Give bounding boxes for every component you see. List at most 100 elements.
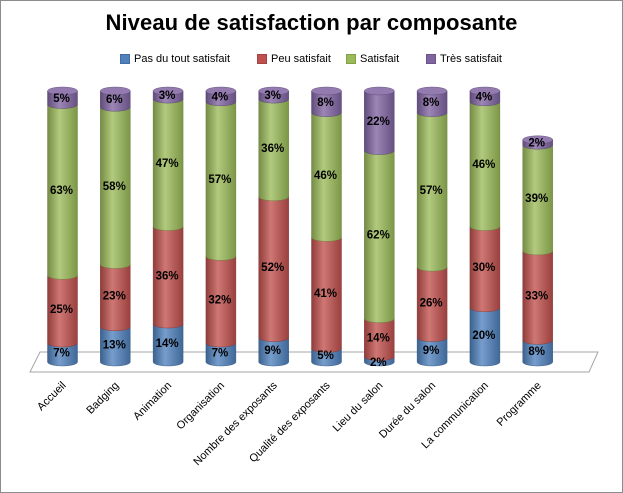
data-label-accueil-tres-satisfait: 5%	[53, 93, 70, 105]
bar-qualite-des-exposants: 5% 41% 46% 8%	[311, 86, 342, 367]
data-label-nombre-des-exposants-tres-satisfait: 3%	[264, 90, 281, 102]
bar-top-qualite-des-exposants	[311, 86, 342, 96]
bar-segment-qualite-des-exposants-peu-satisfait	[311, 237, 342, 353]
bar-nombre-des-exposants: 9% 52% 36% 3%	[258, 86, 289, 367]
data-label-animation-satisfait: 47%	[156, 158, 179, 170]
data-label-badging-pas-du-tout-satisfait: 13%	[103, 339, 126, 351]
data-label-organisation-satisfait: 57%	[208, 174, 231, 186]
bar-top-organisation	[205, 86, 237, 96]
data-label-la-communication-peu-satisfait: 30%	[472, 262, 495, 274]
bar-segment-nombre-des-exposants-peu-satisfait	[258, 196, 289, 342]
data-label-la-communication-tres-satisfait: 4%	[476, 91, 493, 103]
data-label-duree-du-salon-satisfait: 57%	[420, 185, 443, 197]
bar-segment-organisation-pas-du-tout-satisfait	[205, 342, 237, 367]
category-label-lieu-du-salon: Lieu du salon	[331, 380, 386, 435]
data-label-duree-du-salon-tres-satisfait: 8%	[423, 97, 440, 109]
bar-segment-badging-peu-satisfait	[100, 264, 131, 331]
data-label-la-communication-pas-du-tout-satisfait: 20%	[472, 330, 495, 342]
legend-swatch-pas-du-tout-satisfait	[120, 54, 130, 64]
bar-segment-duree-du-salon-satisfait	[416, 112, 448, 272]
bar-segment-badging-satisfait	[100, 107, 131, 269]
legend-label-peu-satisfait: Peu satisfait	[271, 53, 331, 65]
bar-top-programme	[522, 135, 553, 144]
data-label-badging-satisfait: 58%	[103, 181, 126, 193]
data-label-organisation-peu-satisfait: 32%	[208, 295, 231, 307]
bar-segment-organisation-peu-satisfait	[205, 256, 237, 348]
bar-segment-badging-tres-satisfait	[100, 90, 131, 112]
bar-organisation: 7% 32% 57% 4%	[205, 86, 237, 367]
bar-segment-animation-pas-du-tout-satisfait	[152, 323, 184, 367]
bar-segment-accueil-pas-du-tout-satisfait	[47, 342, 78, 367]
category-label-accueil: Accueil	[35, 380, 69, 414]
bar-segment-animation-satisfait	[152, 98, 184, 231]
category-label-badging: Badging	[84, 380, 121, 417]
legend-item-tres-satisfait: Très satisfait	[426, 53, 502, 65]
bar-segment-qualite-des-exposants-tres-satisfait	[311, 90, 342, 117]
legend-swatch-satisfait	[346, 54, 356, 64]
data-label-badging-tres-satisfait: 6%	[106, 94, 123, 106]
bar-segment-programme-peu-satisfait	[522, 250, 553, 345]
data-label-organisation-pas-du-tout-satisfait: 7%	[212, 348, 229, 360]
chart-legend: Pas du tout satisfait Peu satisfait Sati…	[0, 53, 623, 71]
category-label-organisation: Organisation	[174, 380, 227, 433]
bar-segment-nombre-des-exposants-pas-du-tout-satisfait	[258, 337, 289, 367]
data-label-lieu-du-salon-tres-satisfait: 22%	[367, 116, 390, 128]
bar-la-communication: 20% 30% 46% 4%	[469, 86, 501, 367]
bar-accueil: 7% 25% 63% 5%	[47, 86, 78, 367]
bar-segment-programme-pas-du-tout-satisfait	[522, 340, 553, 367]
data-label-nombre-des-exposants-satisfait: 36%	[261, 143, 284, 155]
bar-segment-qualite-des-exposants-pas-du-tout-satisfait	[311, 348, 342, 367]
bar-lieu-du-salon: 2% 14% 62% 22%	[364, 86, 395, 369]
data-label-programme-peu-satisfait: 33%	[525, 291, 548, 303]
legend-item-peu-satisfait: Peu satisfait	[257, 53, 331, 65]
bar-segment-lieu-du-salon-peu-satisfait	[364, 318, 395, 361]
bar-segment-accueil-tres-satisfait	[47, 90, 78, 109]
data-label-organisation-tres-satisfait: 4%	[212, 91, 229, 103]
data-label-programme-pas-du-tout-satisfait: 8%	[528, 346, 545, 358]
bar-top-badging	[100, 86, 131, 96]
data-label-animation-peu-satisfait: 36%	[156, 270, 179, 282]
legend-label-satisfait: Satisfait	[360, 53, 400, 65]
category-label-animation: Animation	[131, 380, 174, 423]
bar-badging: 13% 23% 58% 6%	[100, 86, 131, 367]
bar-segment-lieu-du-salon-tres-satisfait	[364, 90, 395, 155]
data-label-la-communication-satisfait: 46%	[472, 159, 495, 171]
bar-segment-la-communication-peu-satisfait	[469, 226, 501, 312]
data-label-qualite-des-exposants-tres-satisfait: 8%	[317, 97, 334, 109]
data-label-nombre-des-exposants-pas-du-tout-satisfait: 9%	[264, 345, 281, 357]
data-label-qualite-des-exposants-satisfait: 46%	[314, 170, 337, 182]
bar-segment-accueil-satisfait	[47, 104, 78, 280]
bar-animation: 14% 36% 47% 3%	[152, 86, 184, 367]
bar-segment-organisation-tres-satisfait	[205, 90, 237, 107]
chart-title: Niveau de satisfaction par composante	[105, 10, 518, 35]
legend-item-pas-du-tout-satisfait: Pas du tout satisfait	[120, 53, 230, 65]
data-label-duree-du-salon-peu-satisfait: 26%	[420, 297, 443, 309]
data-label-lieu-du-salon-pas-du-tout-satisfait: 2%	[370, 357, 387, 369]
data-label-programme-satisfait: 39%	[525, 193, 548, 205]
bar-segment-badging-pas-du-tout-satisfait	[100, 326, 131, 367]
data-label-accueil-pas-du-tout-satisfait: 7%	[53, 348, 70, 360]
bar-segment-duree-du-salon-pas-du-tout-satisfait	[416, 337, 448, 367]
data-label-lieu-du-salon-peu-satisfait: 14%	[367, 333, 390, 345]
data-label-duree-du-salon-pas-du-tout-satisfait: 9%	[423, 345, 440, 357]
bar-segment-animation-peu-satisfait	[152, 226, 184, 329]
bar-segment-duree-du-salon-tres-satisfait	[416, 90, 448, 117]
bar-top-animation	[152, 86, 184, 96]
bar-top-duree-du-salon	[416, 86, 448, 96]
bar-segment-la-communication-satisfait	[469, 101, 501, 231]
data-label-qualite-des-exposants-peu-satisfait: 41%	[314, 288, 337, 300]
data-label-qualite-des-exposants-pas-du-tout-satisfait: 5%	[317, 350, 334, 362]
bar-segment-la-communication-tres-satisfait	[469, 90, 501, 107]
bar-top-nombre-des-exposants	[258, 86, 289, 96]
category-label-duree-du-salon: Durée du salon	[377, 380, 438, 441]
legend-label-pas-du-tout-satisfait: Pas du tout satisfait	[134, 53, 230, 65]
bar-top-lieu-du-salon	[364, 86, 395, 96]
bar-top-accueil	[47, 86, 78, 96]
data-label-lieu-du-salon-satisfait: 62%	[367, 230, 390, 242]
category-label-programme: Programme	[495, 380, 544, 429]
bar-segment-nombre-des-exposants-satisfait	[258, 98, 289, 201]
bar-segment-la-communication-pas-du-tout-satisfait	[469, 307, 501, 367]
bar-duree-du-salon: 9% 26% 57% 8%	[416, 86, 448, 367]
data-label-programme-tres-satisfait: 2%	[528, 137, 545, 149]
